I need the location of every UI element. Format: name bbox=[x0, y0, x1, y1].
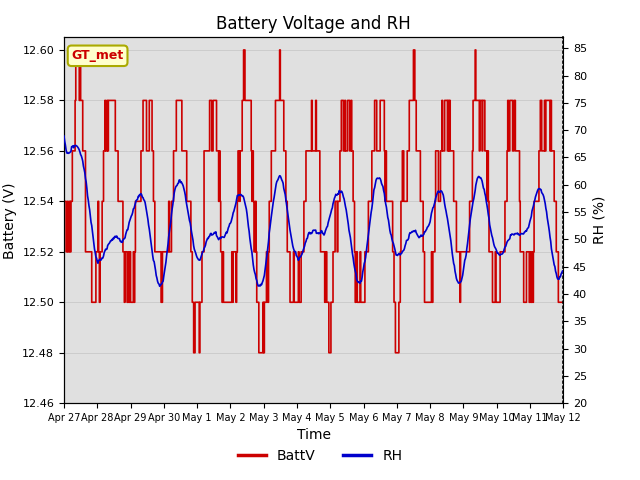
Legend: BattV, RH: BattV, RH bbox=[232, 443, 408, 468]
Text: GT_met: GT_met bbox=[72, 49, 124, 62]
Bar bbox=[64, 37, 563, 302]
Title: Battery Voltage and RH: Battery Voltage and RH bbox=[216, 15, 411, 33]
X-axis label: Time: Time bbox=[296, 429, 331, 443]
Y-axis label: Battery (V): Battery (V) bbox=[3, 182, 17, 259]
Y-axis label: RH (%): RH (%) bbox=[593, 196, 607, 244]
Bar bbox=[64, 302, 563, 403]
